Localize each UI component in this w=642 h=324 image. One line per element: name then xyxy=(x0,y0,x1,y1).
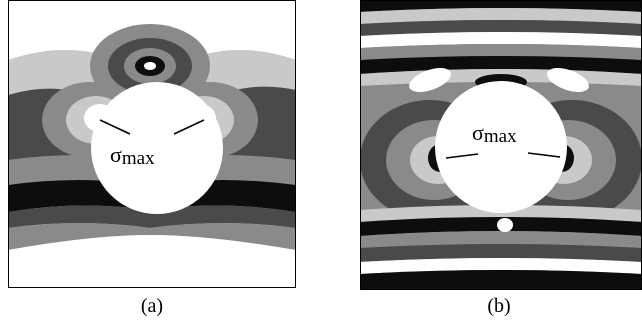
hole-b xyxy=(435,81,567,213)
caption-a: (a) xyxy=(140,295,164,317)
sigma-max-label-b: σmax xyxy=(472,120,517,147)
sigma-max-label-a: σmax xyxy=(110,142,155,169)
contour-plot-a: σmax xyxy=(8,0,296,288)
hole-a xyxy=(91,82,223,214)
contour-plot-b: σmax xyxy=(360,0,642,290)
panel-b: σmax xyxy=(360,0,642,292)
caption-b: (b) xyxy=(487,295,511,317)
panel-a: σmax xyxy=(8,0,296,290)
